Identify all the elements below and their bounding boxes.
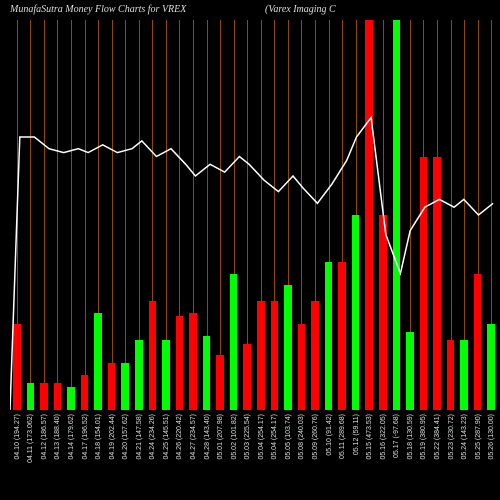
grid-line (112, 20, 113, 410)
bar (447, 340, 454, 410)
bar (189, 313, 196, 411)
bar (243, 344, 250, 410)
bar (13, 324, 20, 410)
bar (433, 157, 440, 411)
bar (474, 274, 481, 411)
bar (271, 301, 278, 410)
bar (487, 324, 494, 410)
bar (135, 340, 142, 410)
grid-line (125, 20, 126, 410)
chart-title-right: (Varex Imaging C (265, 4, 336, 15)
bar (379, 215, 386, 410)
bar (176, 316, 183, 410)
bar (27, 383, 34, 410)
grid-line (30, 20, 31, 410)
grid-line (44, 20, 45, 410)
bar (298, 324, 305, 410)
chart-title-left: MunafaSutra Money Flow Charts for VREX (10, 4, 186, 15)
x-axis-labels: 04.10 (194.27)04.11 (173.062)04.12 (186.… (10, 414, 498, 494)
bar (149, 301, 156, 410)
grid-line (57, 20, 58, 410)
grid-line (85, 20, 86, 410)
bar (460, 340, 467, 410)
bar (311, 301, 318, 410)
bar (338, 262, 345, 410)
bar (420, 157, 427, 411)
bar (121, 363, 128, 410)
bar (162, 340, 169, 410)
bar (393, 20, 400, 410)
bar (40, 383, 47, 410)
grid-line (71, 20, 72, 410)
grid-line (220, 20, 221, 410)
bar (257, 301, 264, 410)
bar (81, 375, 88, 410)
bar (365, 20, 372, 410)
bar (284, 285, 291, 410)
bar (108, 363, 115, 410)
bar (216, 355, 223, 410)
bar (406, 332, 413, 410)
bar (67, 387, 74, 410)
x-axis-label: 05.26 (130.00) (488, 414, 500, 460)
bar (94, 313, 101, 411)
bar (54, 383, 61, 410)
bar (325, 262, 332, 410)
bar (352, 215, 359, 410)
chart-area (10, 20, 498, 410)
bar (230, 274, 237, 411)
bar (203, 336, 210, 410)
